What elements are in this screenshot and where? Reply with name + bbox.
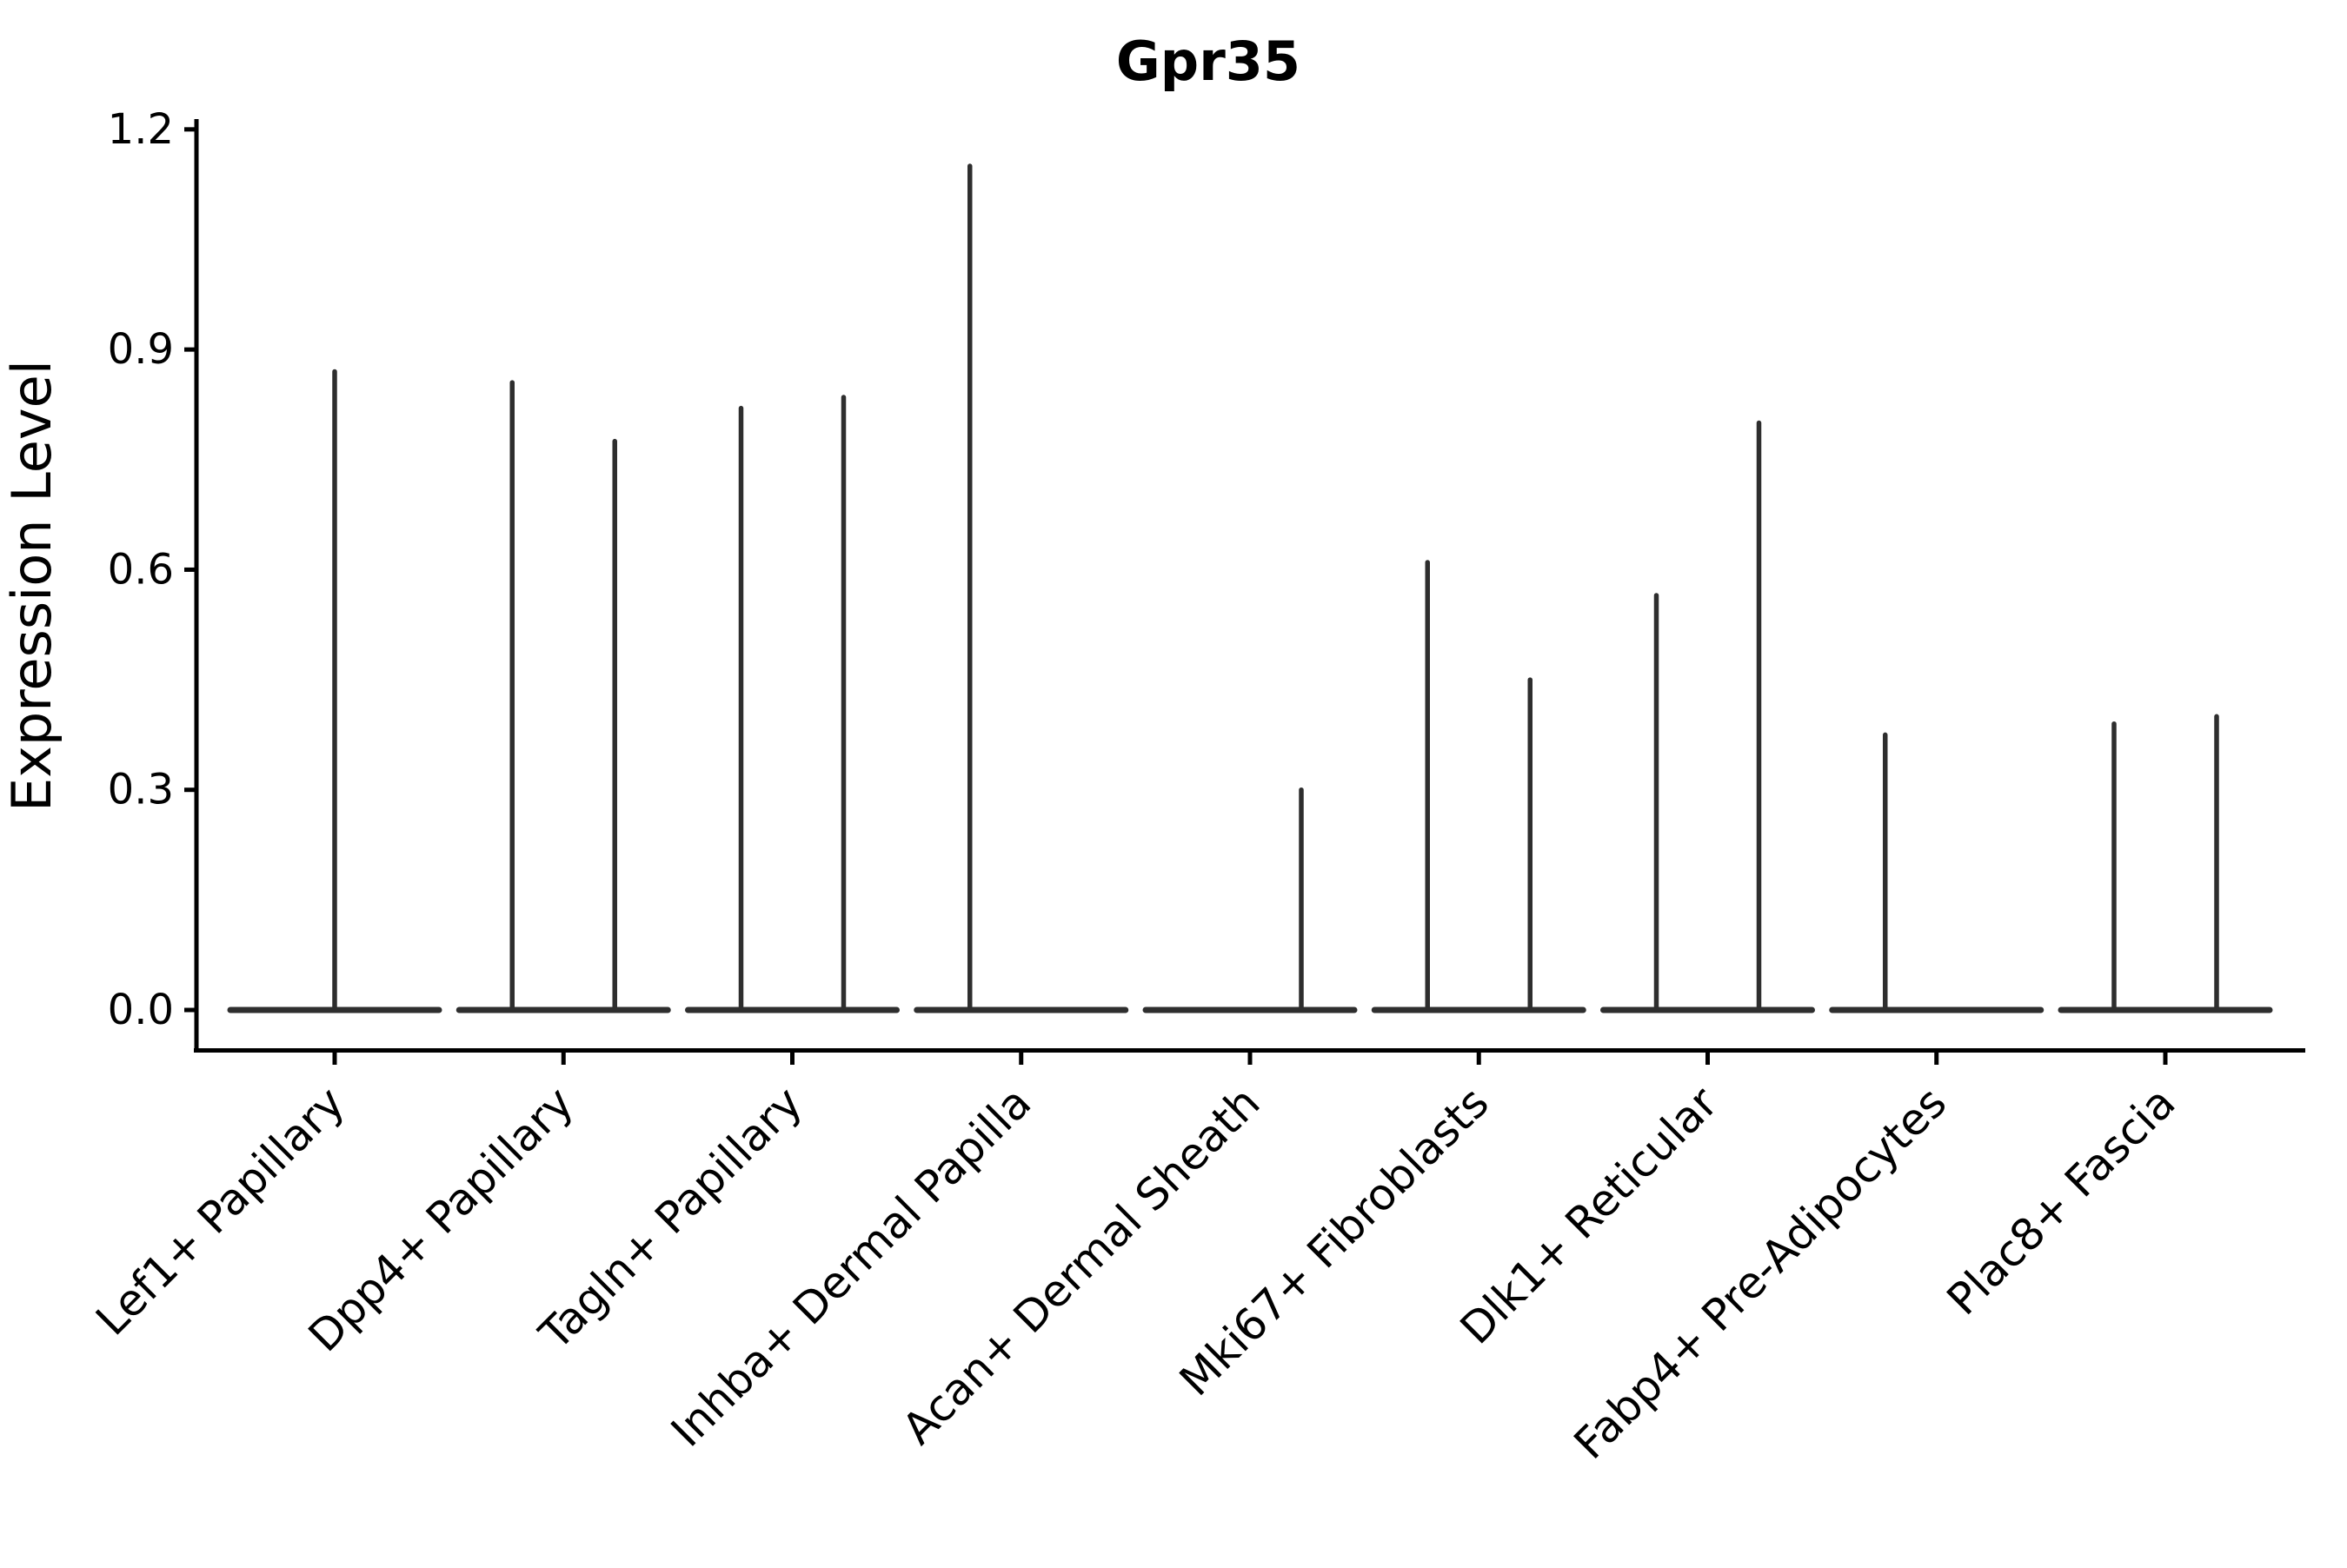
y-tick-label: 0.6 <box>108 545 174 594</box>
x-tick-label: Fabp4+ Pre-Adipocytes <box>1565 1077 1957 1469</box>
axes-layer <box>184 119 2305 1065</box>
y-axis-title: Expression Level <box>0 360 63 812</box>
violin-group <box>1371 560 1586 1013</box>
violin-group <box>1600 420 1815 1013</box>
y-tick-label: 0.9 <box>108 325 174 374</box>
violin-layer <box>227 163 2273 1013</box>
chart-title: Gpr35 <box>1116 30 1300 93</box>
violin-group <box>2058 714 2273 1013</box>
violin-group <box>227 369 442 1013</box>
violin-group <box>685 395 900 1013</box>
x-tick-label: Lef1+ Papillary <box>86 1077 354 1345</box>
violin-group <box>455 380 671 1013</box>
y-tick-label: 0.3 <box>108 766 174 814</box>
y-tick-label: 0.0 <box>108 986 174 1034</box>
violin-group <box>1142 787 1358 1013</box>
y-tick-label: 1.2 <box>108 105 174 154</box>
violin-group <box>1829 732 2044 1013</box>
x-tick-label: Plac8+ Fascia <box>1938 1077 2185 1325</box>
violin-group <box>914 163 1129 1013</box>
